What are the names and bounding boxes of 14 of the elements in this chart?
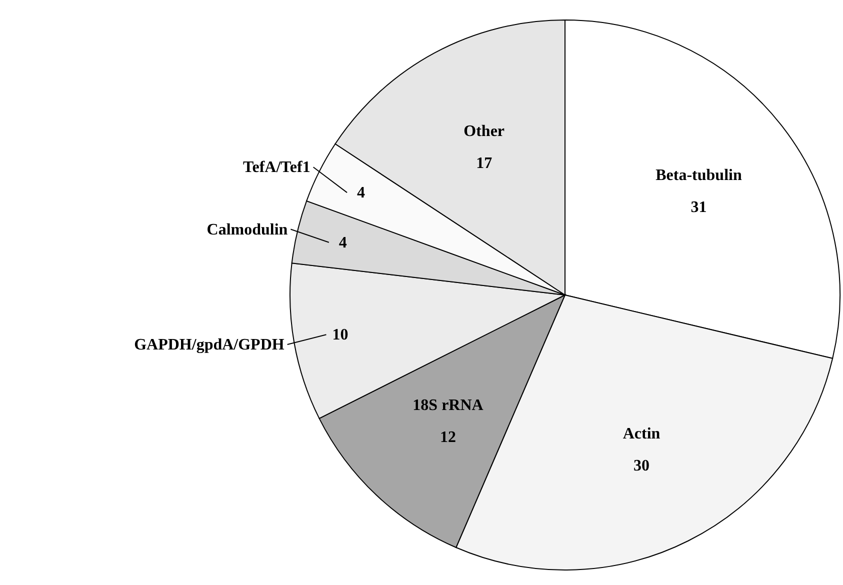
data-label: 10 xyxy=(332,326,348,344)
slice-label: Actin xyxy=(622,425,660,442)
data-label: 30 xyxy=(634,457,650,474)
slice-label: TefA/Tef1 xyxy=(243,159,310,176)
data-label: 12 xyxy=(440,429,456,446)
slice-label: Other xyxy=(464,122,505,140)
slice-label: 18S rRNA xyxy=(412,397,484,414)
data-label: 31 xyxy=(690,199,707,216)
data-label: 17 xyxy=(476,154,492,172)
slice-label: GAPDH/gpdA/GPDH xyxy=(134,336,285,354)
data-label: 4 xyxy=(357,184,366,202)
slice-label: Beta-tubulin xyxy=(656,167,742,184)
slice-label: Calmodulin xyxy=(206,221,288,238)
data-label: 4 xyxy=(338,234,347,252)
